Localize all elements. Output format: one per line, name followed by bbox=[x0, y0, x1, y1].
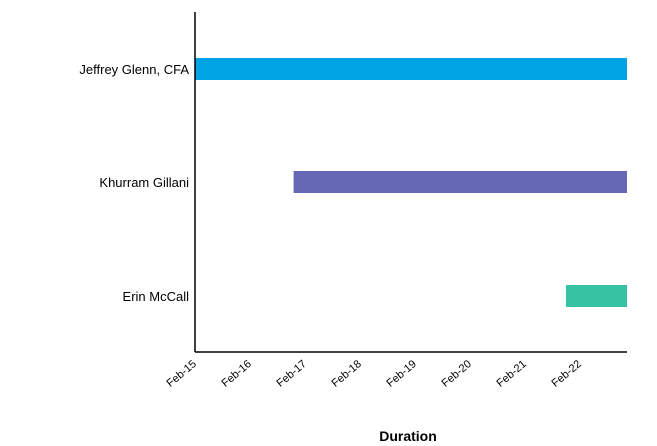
bars-layer bbox=[195, 58, 627, 307]
x-tick-label-6: Feb-20 bbox=[440, 358, 474, 390]
category-label-2: Khurram Gillani bbox=[99, 175, 189, 190]
x-tick-label-1: Feb-15 bbox=[165, 358, 199, 390]
category-label-1: Jeffrey Glenn, CFA bbox=[79, 62, 189, 77]
bar-2 bbox=[293, 171, 627, 193]
x-tick-label-5: Feb-19 bbox=[385, 358, 419, 390]
category-labels: Jeffrey Glenn, CFA Khurram Gillani Erin Mc… bbox=[79, 62, 189, 304]
category-label-3: Erin McCall bbox=[123, 289, 190, 304]
x-tick-label-4: Feb-18 bbox=[330, 358, 364, 390]
x-tick-label-8: Feb-22 bbox=[550, 358, 584, 390]
bar-1 bbox=[195, 58, 627, 80]
x-tick-label-2: Feb-16 bbox=[220, 358, 254, 390]
x-tick-label-3: Feb-17 bbox=[275, 358, 309, 390]
bar-3 bbox=[565, 285, 627, 307]
x-tick-label-7: Feb-21 bbox=[495, 358, 529, 390]
x-axis-title: Duration bbox=[379, 428, 437, 444]
x-tick-labels: Feb-15 Feb-16 Feb-17 Feb-18 Feb-19 Feb-20 Feb-… bbox=[165, 358, 584, 390]
